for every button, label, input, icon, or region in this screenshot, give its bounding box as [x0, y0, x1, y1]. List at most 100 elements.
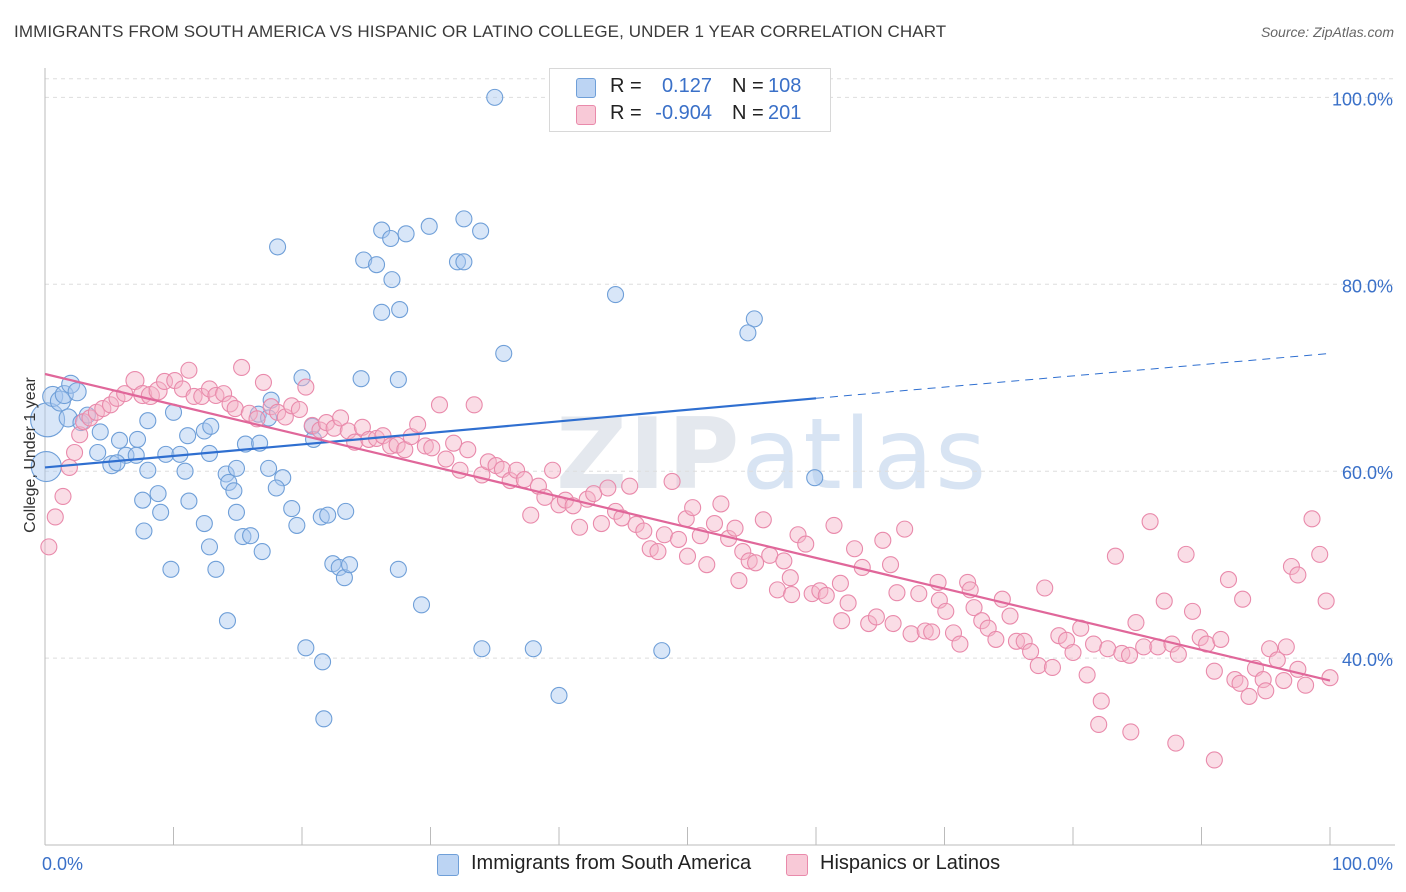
- point-hispanic: [221, 395, 239, 413]
- point-south-america: [319, 506, 337, 524]
- point-hispanic: [831, 574, 849, 592]
- point-south-america: [128, 430, 147, 448]
- point-hispanic: [1029, 657, 1047, 675]
- point-south-america: [89, 443, 107, 462]
- point-hispanic: [40, 538, 58, 556]
- point-south-america: [606, 286, 625, 304]
- point-south-america: [330, 558, 348, 576]
- point-hispanic: [951, 635, 969, 653]
- point-hispanic: [1321, 669, 1339, 687]
- point-south-america: [269, 238, 287, 256]
- legend-swatch-pink: [786, 854, 808, 876]
- point-south-america: [337, 502, 355, 520]
- point-south-america: [293, 369, 311, 387]
- point-hispanic: [215, 385, 233, 403]
- point-hispanic: [1036, 579, 1054, 597]
- point-hispanic: [663, 472, 681, 491]
- point-hispanic: [331, 409, 350, 427]
- point-south-america: [397, 225, 415, 243]
- point-south-america: [486, 88, 504, 106]
- point-south-america: [297, 639, 315, 657]
- point-hispanic: [635, 522, 653, 540]
- point-hispanic: [1297, 676, 1315, 694]
- legend-row-blue: R = 0.127 N = 108: [550, 73, 830, 101]
- point-south-america: [382, 229, 400, 248]
- legend-label-hispanics: Hispanics or Latinos: [820, 852, 1001, 874]
- point-south-america: [383, 271, 401, 289]
- point-hispanic: [965, 599, 983, 617]
- point-south-america: [283, 500, 301, 518]
- point-south-america: [149, 485, 167, 503]
- point-south-america: [420, 217, 438, 235]
- point-hispanic: [409, 415, 427, 434]
- trend-line-hispanic: [44, 372, 1331, 682]
- point-south-america: [127, 446, 145, 464]
- point-south-america: [227, 459, 246, 477]
- y-axis-label: College, Under 1 year: [22, 377, 39, 533]
- point-south-america: [373, 303, 391, 321]
- point-hispanic: [1257, 682, 1275, 700]
- data-points: [30, 88, 1339, 769]
- point-hispanic: [649, 543, 667, 561]
- point-hispanic: [290, 400, 308, 419]
- legend-swatch-pink: [576, 105, 596, 125]
- point-south-america: [274, 469, 292, 487]
- point-hispanic: [867, 608, 885, 626]
- point-hispanic: [226, 400, 244, 418]
- point-south-america: [524, 640, 542, 658]
- point-hispanic: [1311, 545, 1329, 563]
- point-hispanic: [148, 381, 168, 401]
- point-hispanic: [669, 530, 688, 548]
- point-hispanic: [437, 450, 455, 468]
- point-hispanic: [1219, 571, 1238, 589]
- point-hispanic: [1212, 630, 1230, 648]
- x-tick-label-max: 100.0%: [1332, 854, 1393, 874]
- point-hispanic: [705, 514, 724, 533]
- point-hispanic: [1231, 674, 1249, 692]
- point-hispanic: [684, 499, 702, 517]
- point-hispanic: [544, 461, 562, 479]
- point-south-america: [267, 479, 285, 497]
- point-south-america: [340, 556, 359, 574]
- point-hispanic: [1167, 734, 1185, 752]
- point-hispanic: [94, 400, 112, 418]
- point-hispanic: [1122, 723, 1140, 741]
- point-hispanic: [655, 526, 673, 544]
- point-south-america: [448, 253, 467, 271]
- point-hispanic: [1106, 547, 1124, 565]
- legend-r-label: R =: [610, 102, 642, 124]
- point-hispanic: [1289, 566, 1307, 584]
- point-hispanic: [1078, 666, 1096, 684]
- legend-row-pink: R = -0.904 N = 201: [550, 100, 830, 128]
- axes: [44, 68, 1395, 846]
- point-hispanic: [730, 571, 748, 590]
- point-hispanic: [1015, 632, 1033, 650]
- point-hispanic: [465, 396, 483, 414]
- point-south-america: [739, 324, 757, 342]
- point-south-america: [162, 560, 180, 578]
- point-hispanic: [1120, 646, 1139, 664]
- point-hispanic: [896, 520, 914, 538]
- point-south-america: [152, 503, 170, 521]
- y-tick-label: 80.0%: [1342, 276, 1393, 296]
- point-hispanic: [1099, 640, 1117, 658]
- point-hispanic: [60, 458, 78, 477]
- point-hispanic: [515, 471, 533, 489]
- point-south-america: [455, 253, 473, 271]
- point-hispanic: [479, 453, 497, 471]
- point-hispanic: [1155, 592, 1173, 610]
- point-hispanic: [613, 509, 631, 527]
- y-tick-label: 40.0%: [1342, 650, 1393, 670]
- point-hispanic: [781, 569, 799, 587]
- point-hispanic: [874, 531, 892, 549]
- point-south-america: [253, 543, 271, 561]
- point-hispanic: [845, 540, 864, 558]
- point-south-america: [473, 640, 491, 658]
- point-hispanic: [833, 612, 851, 630]
- point-south-america: [745, 310, 763, 328]
- point-south-america: [227, 503, 246, 521]
- legend-label-south-america: Immigrants from South America: [471, 852, 752, 874]
- point-hispanic: [1205, 662, 1223, 680]
- point-hispanic: [888, 584, 906, 602]
- point-hispanic: [571, 518, 589, 536]
